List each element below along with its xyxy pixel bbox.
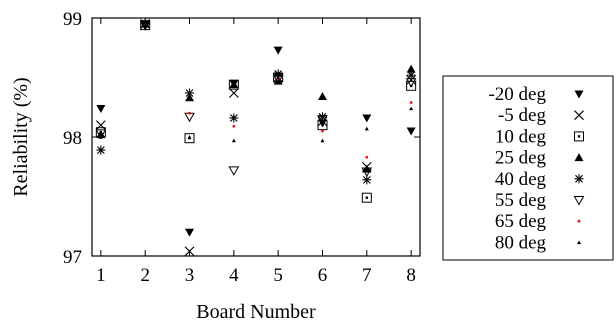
y-tick-label: 99 [63, 9, 82, 30]
point-square-center [578, 135, 580, 137]
point-triangle-down [407, 128, 416, 136]
point-dot [578, 220, 581, 223]
point-dot [232, 125, 235, 128]
x-tick-label: 8 [406, 265, 416, 286]
x-tick-label: 6 [318, 265, 328, 286]
point-x [229, 88, 238, 97]
plot-area [92, 18, 420, 256]
point-triangle-up [362, 165, 371, 173]
legend-label: -5 deg [498, 105, 547, 126]
point-small-triangle-up [365, 127, 369, 131]
series-6 [99, 24, 412, 159]
point-dot [188, 112, 191, 115]
point-dot [410, 101, 413, 104]
series-7 [99, 23, 413, 142]
y-tick-label: 98 [63, 128, 82, 149]
data-marks [96, 19, 415, 255]
point-triangle-down [362, 114, 371, 122]
plot-frame [92, 18, 420, 256]
point-triangle-up [318, 92, 327, 100]
y-axis-label: Reliability (%) [10, 77, 32, 196]
axes: 1 2 3 4 5 6 7 8 97 98 99 [63, 9, 420, 286]
point-dot [321, 130, 324, 133]
point-small-triangle-up [188, 135, 192, 139]
point-star [575, 174, 584, 183]
x-tick-label: 4 [229, 265, 239, 286]
x-tick-label: 5 [273, 265, 283, 286]
legend-label: 80 deg [495, 232, 547, 253]
point-triangle-down [96, 105, 105, 113]
series-4 [96, 19, 415, 184]
point-dot [365, 156, 368, 159]
point-square-center [366, 196, 368, 198]
x-tick-label: 2 [140, 265, 150, 286]
legend-label: -20 deg [488, 84, 546, 105]
x-tick-label: 3 [185, 265, 195, 286]
point-small-triangle-up [409, 106, 413, 110]
point-star [96, 146, 105, 155]
legend-label: 55 deg [495, 190, 547, 211]
point-x [96, 121, 105, 130]
series-3 [96, 19, 415, 172]
point-star [185, 88, 194, 97]
x-tick-label: 1 [96, 265, 106, 286]
point-square [362, 193, 371, 202]
legend-label: 25 deg [495, 148, 547, 169]
point-triangle-down-open [229, 167, 238, 175]
point-triangle-down [274, 47, 283, 55]
legend-label: 65 deg [495, 211, 547, 232]
series-1 [96, 19, 415, 255]
x-axis-label: Board Number [196, 301, 316, 323]
y-tick-label: 97 [63, 247, 82, 268]
point-triangle-down [185, 229, 194, 237]
legend-label: 40 deg [495, 169, 547, 190]
point-star [318, 112, 327, 121]
point-star [229, 113, 238, 122]
point-small-triangle-up [320, 139, 324, 143]
legend-label: 10 deg [495, 126, 547, 147]
series-5 [96, 22, 415, 176]
x-tick-label: 7 [362, 265, 372, 286]
point-small-triangle-up [232, 139, 236, 143]
